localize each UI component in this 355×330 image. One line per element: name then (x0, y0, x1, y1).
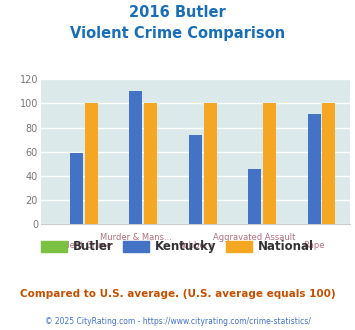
Bar (322, 103, 335, 224)
Text: © 2025 CityRating.com - https://www.cityrating.com/crime-statistics/: © 2025 CityRating.com - https://www.city… (45, 317, 310, 326)
Bar (70, 153, 83, 224)
Text: Aggravated Assault: Aggravated Assault (213, 233, 296, 242)
Text: 2016 Butler: 2016 Butler (129, 5, 226, 20)
Text: Compared to U.S. average. (U.S. average equals 100): Compared to U.S. average. (U.S. average … (20, 289, 335, 299)
Bar (85, 103, 98, 224)
Bar (144, 103, 157, 224)
Legend: Butler, Kentucky, National: Butler, Kentucky, National (37, 236, 318, 258)
Bar (307, 114, 321, 224)
Text: Rape: Rape (303, 241, 325, 250)
Bar (248, 169, 261, 224)
Bar (203, 103, 217, 224)
Bar (189, 135, 202, 224)
Text: Violent Crime Comparison: Violent Crime Comparison (70, 26, 285, 41)
Bar (263, 103, 276, 224)
Text: All Violent Crime: All Violent Crime (41, 241, 111, 250)
Text: Murder & Mans...: Murder & Mans... (100, 233, 172, 242)
Text: Robbery: Robbery (178, 241, 213, 250)
Bar (129, 91, 142, 224)
